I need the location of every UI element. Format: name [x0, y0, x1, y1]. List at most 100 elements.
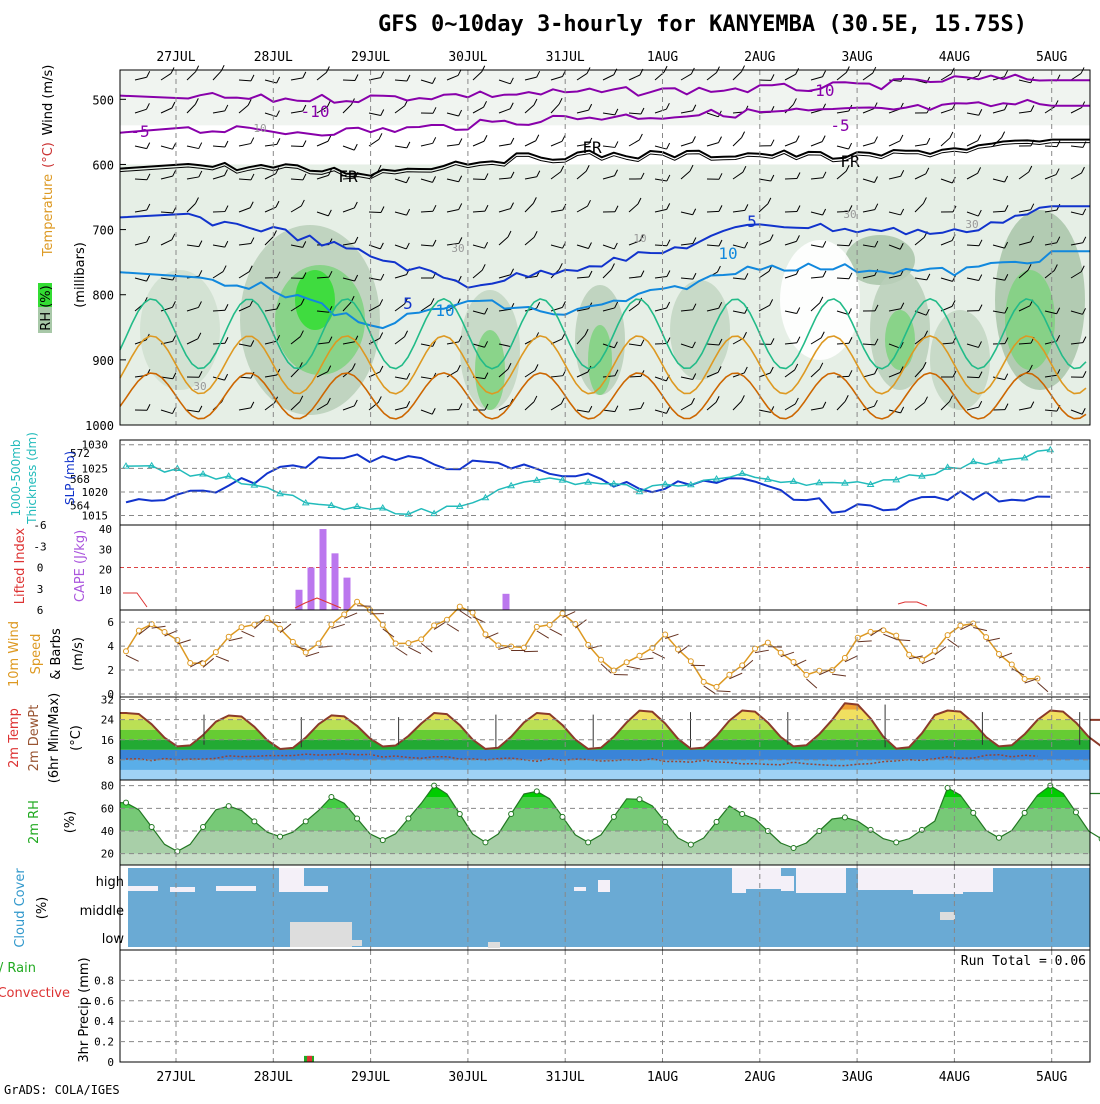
cloud-ylabel-2: (%)	[35, 897, 50, 920]
precip-ylabel-1: Total / Rain	[0, 961, 36, 976]
wind-barb-10m	[447, 624, 459, 631]
date-label-top: 3AUG	[841, 50, 872, 65]
date-label-bottom: 31JUL	[546, 1070, 585, 1085]
wind-speed-marker	[303, 650, 308, 655]
wind-speed-marker	[534, 624, 539, 629]
wind-speed-marker	[676, 647, 681, 652]
rh-marker	[124, 800, 129, 805]
rh-marker	[303, 819, 308, 824]
wind-barb-10m	[627, 666, 641, 669]
contour-label: 10	[435, 301, 454, 320]
cloud-block	[304, 886, 328, 892]
cloud-block	[279, 868, 304, 892]
rh-blob	[475, 330, 505, 410]
contour-label: 10	[718, 244, 737, 263]
cape-tick-label: 40	[99, 523, 112, 536]
wind-speed-marker	[432, 623, 437, 628]
rh-blob	[295, 270, 335, 330]
wind-barb-10m	[357, 606, 371, 607]
rh-band	[120, 808, 1090, 831]
cape-bar	[320, 529, 327, 610]
wind-speed-marker	[560, 611, 565, 616]
temp-band	[120, 750, 1090, 760]
cape-ylabel-cape: CAPE (J/kg)	[73, 530, 88, 602]
date-label-top: 5AUG	[1036, 50, 1067, 65]
wind-speed-marker	[496, 643, 501, 648]
precip-convective-bar	[307, 1056, 312, 1062]
rh-marker	[945, 785, 950, 790]
credit-label: GrADS: COLA/IGES	[4, 1083, 120, 1097]
slp-ylabel-slp: SLP (mb)	[63, 451, 77, 505]
wind-speed-marker	[483, 632, 488, 637]
wind-speed-marker	[727, 672, 732, 677]
rh-tick-label: 20	[101, 848, 114, 861]
wind-speed-marker	[688, 659, 693, 664]
wind-barb-10m	[383, 629, 394, 637]
slp-tick-label: 1025	[82, 462, 109, 475]
wind-barb-10m	[537, 631, 549, 638]
cloud-block	[796, 868, 846, 893]
rh-marker	[1022, 810, 1027, 815]
cloud-block	[488, 942, 500, 948]
rh-marker	[894, 840, 899, 845]
wind-speed-marker	[624, 660, 629, 665]
wind-speed-marker	[188, 661, 193, 666]
cape-ylabel-li: Lifted Index	[13, 527, 28, 604]
pressure-tick-label: 500	[92, 93, 114, 107]
wind-barb-10m	[1012, 669, 1024, 676]
temp-band	[120, 720, 1090, 730]
rh-marker	[278, 834, 283, 839]
wind-speed-marker	[907, 652, 912, 657]
cloud-block	[574, 887, 586, 891]
rh-marker	[919, 827, 924, 832]
wind-speed-marker	[868, 629, 873, 634]
wind-speed-marker	[278, 626, 283, 631]
wind-speed-marker	[996, 652, 1001, 657]
cloud-block	[302, 940, 362, 946]
wind-barb	[447, 409, 459, 410]
wind-speed-marker	[598, 657, 603, 662]
rh-ylabel-1: 2m RH	[27, 800, 42, 844]
temp-ylabel-1: 2m Temp	[7, 708, 22, 768]
temp-ylabel-4: (°C)	[69, 725, 84, 751]
wind-speed-marker	[136, 628, 141, 633]
upper-ylabel-mb: (millibars)	[73, 242, 88, 308]
wind-speed-marker	[265, 616, 270, 621]
thickness-line	[126, 450, 1050, 514]
temp-tick-label: 16	[101, 734, 114, 747]
temp-tick-label: 32	[101, 694, 114, 707]
li-tick-label: -3	[33, 540, 46, 553]
upper-ylabel-rh: RH (%)	[39, 285, 54, 330]
wind-speed-marker	[714, 684, 719, 689]
wind-barb-10m	[806, 679, 816, 688]
cloud-block	[216, 886, 256, 891]
wind-speed-marker	[406, 641, 411, 646]
wind-speed-marker	[162, 630, 167, 635]
wind-tick-label: 4	[107, 640, 114, 653]
wind-speed-marker	[791, 660, 796, 665]
rh-marker	[842, 815, 847, 820]
cloud-level-low: low	[102, 932, 125, 947]
date-label-top: 4AUG	[939, 50, 970, 65]
wind-speed-marker	[470, 610, 475, 615]
date-label-top: 1AUG	[647, 50, 678, 65]
cloud-block	[858, 868, 913, 890]
date-label-bottom: 3AUG	[841, 1070, 872, 1085]
wind-tick-label: 6	[107, 616, 114, 629]
contour-label: -10	[301, 102, 330, 121]
rh-band	[120, 831, 1090, 854]
temp-ylabel-3: (6hr Min/Max)	[47, 693, 62, 783]
contour-label: FR	[338, 167, 358, 186]
contour-label: -10	[806, 81, 835, 100]
temp-band	[120, 770, 1090, 780]
wind-speed-marker	[945, 633, 950, 638]
wind-tick-label: 2	[107, 664, 114, 677]
temp-ylabel-2: 2m DewPt	[27, 705, 42, 772]
cloud-ylabel-1: Cloud Cover	[13, 868, 28, 948]
rh-marker	[534, 789, 539, 794]
panel-frame-slp	[120, 440, 1090, 525]
wind-speed-marker	[547, 622, 552, 627]
rh-band	[120, 797, 1090, 808]
wind-barb-10m	[550, 629, 562, 635]
